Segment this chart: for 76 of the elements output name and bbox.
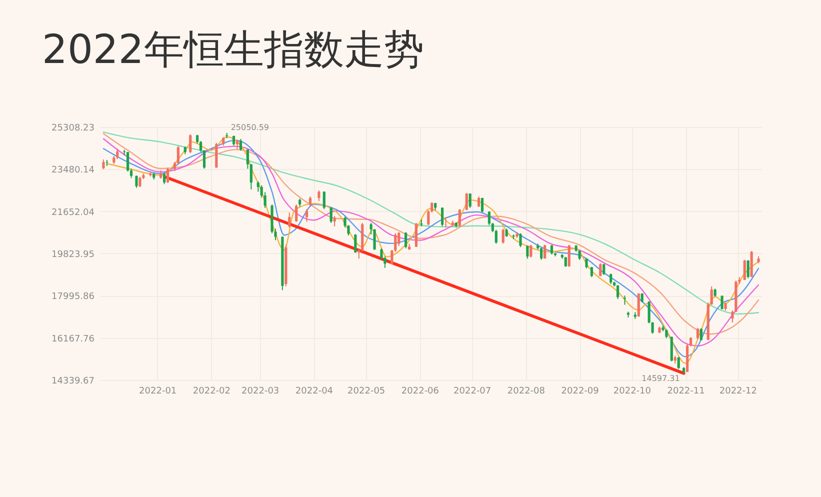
y-tick-label: 17995.86 [52,292,95,302]
candlestick [550,244,554,256]
y-tick-label: 23480.14 [52,166,95,176]
candlestick [330,206,332,224]
candlestick [599,262,602,277]
candlestick [414,222,418,248]
candlestick [544,244,546,260]
x-tick-label: 2022-06 [401,386,440,396]
candlestick [720,295,724,310]
candlestick [616,284,620,300]
x-tick-label: 2022-02 [192,386,231,396]
x-tick-label: 2022-09 [561,386,600,396]
candlestick [166,167,170,184]
candlestick [696,327,700,340]
candlestick [135,175,138,188]
candlestick [308,196,312,206]
candlestick [670,336,673,362]
x-tick-label: 2022-04 [295,386,334,396]
candlestick [444,216,448,228]
candlestick [468,192,472,208]
y-tick-label: 14339.67 [52,376,94,386]
candlestick [623,295,626,306]
candlestick [162,172,166,185]
candlestick [526,245,529,260]
candlestick [502,228,504,244]
candlestick [465,192,468,211]
annotation: 14597.31 [642,374,680,384]
y-tick-label: 16167.76 [52,334,95,344]
candlestick [689,336,692,347]
x-tick-label: 2022-11 [667,386,705,396]
candlestick [295,204,298,222]
candlestick [305,208,308,222]
candlestick [743,259,746,281]
candlestick [138,176,142,188]
candlestick [322,190,326,210]
candlestick [458,208,461,227]
x-tick-label: 2022-10 [613,386,652,396]
x-tick-label: 2022-12 [719,386,757,396]
candlestick [126,151,130,172]
candlestick [116,148,119,160]
y-tick-label: 25308.23 [52,124,94,134]
candlestick [318,190,320,202]
candlestick [239,138,242,152]
candlestick [176,146,180,165]
candlestick [700,328,702,342]
candlestick [568,244,570,268]
x-tick-label: 2022-08 [507,386,546,396]
candlestick [637,292,640,318]
candlestick [440,206,444,227]
candlestick [215,142,218,168]
candlestick [106,159,108,166]
candlestick [610,273,612,285]
candlestick [232,135,236,146]
annotation: 25050.59 [230,122,270,132]
candlestick [102,158,105,170]
candlestick [333,215,336,227]
candlestick [404,232,408,249]
candlestick [354,234,357,254]
candlestick [477,196,480,208]
candlestick [540,247,543,260]
candlestick [130,168,133,178]
candlestick [746,260,750,279]
y-tick-label: 21652.04 [52,208,95,218]
candlestick [530,244,532,258]
x-tick-label: 2022-07 [454,386,492,396]
x-tick-label: 2022-03 [242,386,280,396]
candlestick [519,232,522,248]
candlestick [189,134,192,154]
x-tick-label: 2022-05 [348,386,386,396]
y-tick-label: 19823.95 [52,250,94,260]
x-tick-label: 2022-01 [139,386,177,396]
candlestick [480,197,484,214]
candlestick [677,356,680,370]
candlestick [236,139,239,150]
chart-title: 2022年恒生指数走势 [42,27,424,73]
candlestick [288,212,291,228]
